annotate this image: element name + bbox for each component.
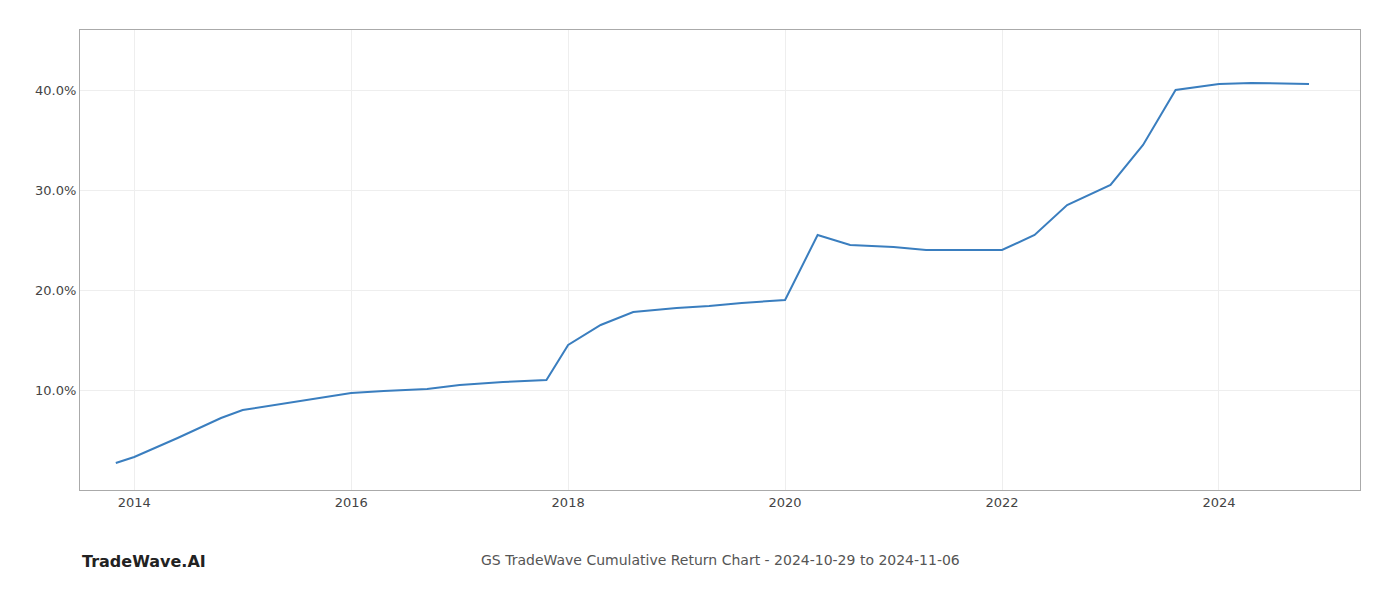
svg-text:2014: 2014 xyxy=(118,495,151,510)
svg-text:2018: 2018 xyxy=(552,495,585,510)
svg-text:TradeWave.AI: TradeWave.AI xyxy=(82,552,206,571)
svg-text:20.0%: 20.0% xyxy=(35,283,76,298)
svg-text:2022: 2022 xyxy=(985,495,1018,510)
svg-text:40.0%: 40.0% xyxy=(35,83,76,98)
svg-text:2024: 2024 xyxy=(1202,495,1235,510)
svg-text:2016: 2016 xyxy=(335,495,368,510)
svg-text:GS TradeWave Cumulative Return: GS TradeWave Cumulative Return Chart - 2… xyxy=(481,552,960,568)
svg-text:30.0%: 30.0% xyxy=(35,183,76,198)
svg-text:10.0%: 10.0% xyxy=(35,383,76,398)
svg-text:2020: 2020 xyxy=(769,495,802,510)
